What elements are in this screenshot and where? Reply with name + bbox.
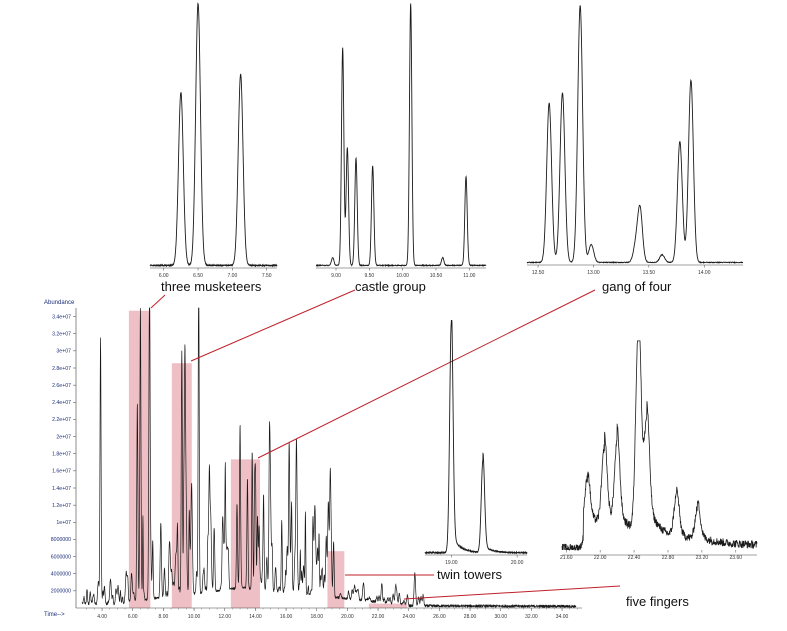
main-x-axis-label: Time--> [44, 612, 65, 618]
main-y-tick-label: 6000000 [51, 554, 71, 560]
inset-five-tick-label: 21.60 [560, 555, 573, 561]
main-y-tick-label: 2.8e+07 [52, 366, 71, 372]
main-y-ticks: 2000000 4000000 6000000 8000000 1e+07 1.2e+07… [51, 314, 76, 595]
inset-gang-of-four: 12.50 13.00 13.50 14.00 [526, 5, 744, 276]
main-y-tick-label: 2000000 [51, 589, 71, 595]
highlight-five-fingers [368, 603, 408, 608]
main-y-tick-label: 8000000 [51, 537, 71, 543]
highlight-twin-towers [327, 551, 345, 608]
inset-three-tick-label: 6.00 [159, 273, 169, 279]
inset-castle-tick-label: 11.00 [463, 273, 475, 279]
main-x-tick-label: 20.00 [341, 614, 354, 620]
inset-three-musketeers: 6.00 6.50 7.00 7.50 [149, 2, 278, 279]
main-x-tick-label: 22.00 [372, 614, 385, 620]
inset-gang-tick-label: 14.00 [698, 270, 711, 276]
inset-castle-trace [315, 3, 487, 268]
main-x-tick-label: 4.00 [97, 614, 107, 620]
inset-gang-trace [526, 5, 744, 264]
main-y-tick-label: 3.2e+07 [52, 332, 71, 338]
inset-five-tick-label: 22.80 [662, 555, 675, 561]
main-y-axis-label: Abundance [44, 300, 75, 306]
main-y-tick-label: 2.4e+07 [52, 400, 71, 406]
main-x-tick-label: 18.00 [310, 614, 323, 620]
main-x-tick-label: 32.00 [525, 614, 538, 620]
inset-castle-ticks: 9.00 9.50 10.00 10.50 11.00 [331, 268, 476, 279]
main-x-tick-label: 16.00 [280, 614, 293, 620]
main-x-tick-label: 8.00 [159, 614, 169, 620]
main-y-tick-label: 3e+07 [56, 349, 71, 355]
connector-three-musketeers [150, 294, 166, 309]
main-x-tick-label: 24.00 [402, 614, 415, 620]
label-twin-towers: twin towers [437, 567, 503, 582]
inset-twin-ticks: 19.00 20.00 [445, 555, 524, 566]
inset-five-trace [561, 340, 758, 551]
main-x-tick-label: 10.00 [188, 614, 201, 620]
inset-gang-tick-label: 13.00 [587, 270, 600, 276]
main-y-tick-label: 3.4e+07 [52, 314, 71, 320]
connector-lines [150, 289, 621, 600]
inset-twin-tick-label: 19.00 [445, 560, 458, 566]
main-y-tick-label: 1e+07 [56, 520, 71, 526]
inset-castle-tick-label: 9.50 [364, 273, 374, 279]
inset-twin-trace [424, 319, 528, 555]
main-x-tick-label: 28.00 [464, 614, 477, 620]
label-castle-group: castle group [355, 279, 426, 294]
label-three-musketeers: three musketeers [161, 279, 262, 294]
inset-five-ticks: 21.60 22.00 22.40 22.80 23.20 23.60 [560, 550, 742, 561]
inset-five-tick-label: 23.20 [696, 555, 709, 561]
inset-gang-ticks: 12.50 13.00 13.50 14.00 [532, 265, 711, 276]
inset-castle-tick-label: 9.00 [331, 273, 341, 279]
inset-castle-group: 9.00 9.50 10.00 10.50 11.00 [315, 3, 487, 279]
inset-five-tick-label: 23.60 [730, 555, 743, 561]
main-y-tick-label: 2e+07 [56, 434, 71, 440]
main-chromatogram-trace [81, 307, 577, 608]
label-five-fingers: five fingers [626, 594, 689, 609]
main-y-tick-label: 1.6e+07 [52, 469, 71, 475]
main-y-tick-label: 2.6e+07 [52, 383, 71, 389]
main-x-tick-label: 30.00 [494, 614, 507, 620]
inset-five-tick-label: 22.40 [628, 555, 641, 561]
main-y-tick-label: 2.2e+07 [52, 417, 71, 423]
inset-twin-towers: 19.00 20.00 [424, 319, 528, 566]
inset-three-tick-label: 7.00 [228, 273, 238, 279]
connector-five-fingers [403, 585, 621, 600]
main-x-tick-label: 12.00 [218, 614, 231, 620]
inset-three-trace [149, 2, 278, 268]
inset-twin-tick-label: 20.00 [511, 560, 524, 566]
main-y-tick-label: 1.2e+07 [52, 503, 71, 509]
main-x-tick-label: 14.00 [249, 614, 262, 620]
main-x-tick-label: 26.00 [433, 614, 446, 620]
connector-castle-group [190, 289, 356, 362]
inset-castle-tick-label: 10.00 [396, 273, 409, 279]
connector-gang-of-four [257, 289, 596, 459]
inset-gang-tick-label: 13.50 [643, 270, 656, 276]
main-y-tick-label: 1.8e+07 [52, 452, 71, 458]
inset-gang-tick-label: 12.50 [532, 270, 545, 276]
inset-three-tick-label: 6.50 [193, 273, 203, 279]
main-x-tick-label: 6.00 [128, 614, 138, 620]
main-y-tick-label: 4000000 [51, 572, 71, 578]
main-axes: Abundance Time--> 2000000 4000000 6000000 8… [44, 300, 582, 620]
inset-five-tick-label: 22.00 [594, 555, 607, 561]
main-y-tick-label: 1.4e+07 [52, 486, 71, 492]
main-x-ticks: 4.00 6.00 8.00 10.00 12.00 14.00 16.00 18.00 20.… [86, 608, 578, 620]
label-gang-of-four: gang of four [602, 279, 672, 294]
inset-three-tick-label: 7.50 [262, 273, 272, 279]
inset-castle-tick-label: 10.50 [430, 273, 443, 279]
inset-three-ticks: 6.00 6.50 7.00 7.50 [159, 268, 272, 279]
inset-five-fingers: 21.60 22.00 22.40 22.80 23.20 23.60 [560, 340, 758, 561]
main-x-tick-label: 34.00 [556, 614, 569, 620]
